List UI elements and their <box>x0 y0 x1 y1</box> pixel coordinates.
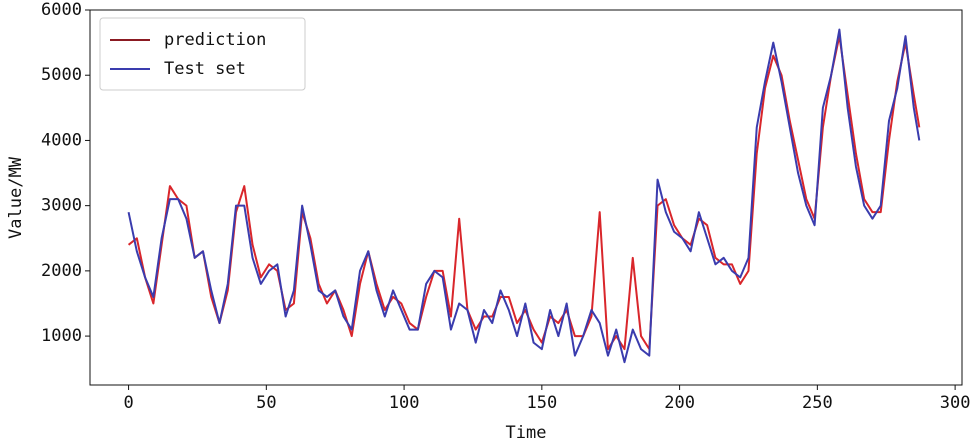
x-tick-label: 0 <box>123 393 133 413</box>
x-tick-label: 150 <box>526 393 557 413</box>
x-axis-label: Time <box>506 423 547 443</box>
y-tick-label: 4000 <box>41 130 82 150</box>
legend-box <box>99 17 306 91</box>
legend-label: Test set <box>164 59 246 79</box>
x-tick-label: 300 <box>940 393 971 413</box>
series-line <box>127 35 921 351</box>
series-line <box>127 28 921 364</box>
x-tick-label: 250 <box>802 393 833 413</box>
y-tick-label: 6000 <box>41 0 82 20</box>
y-tick-label: 5000 <box>41 65 82 85</box>
y-tick-label: 3000 <box>41 196 82 216</box>
legend-label: prediction <box>164 30 266 50</box>
x-tick-label: 50 <box>256 393 276 413</box>
plot-frame <box>89 9 963 386</box>
x-tick-label: 100 <box>389 393 420 413</box>
y-tick-label: 1000 <box>41 326 82 346</box>
y-tick-label: 2000 <box>41 261 82 281</box>
y-axis-label: Value/MW <box>6 156 26 239</box>
x-tick-label: 200 <box>664 393 695 413</box>
